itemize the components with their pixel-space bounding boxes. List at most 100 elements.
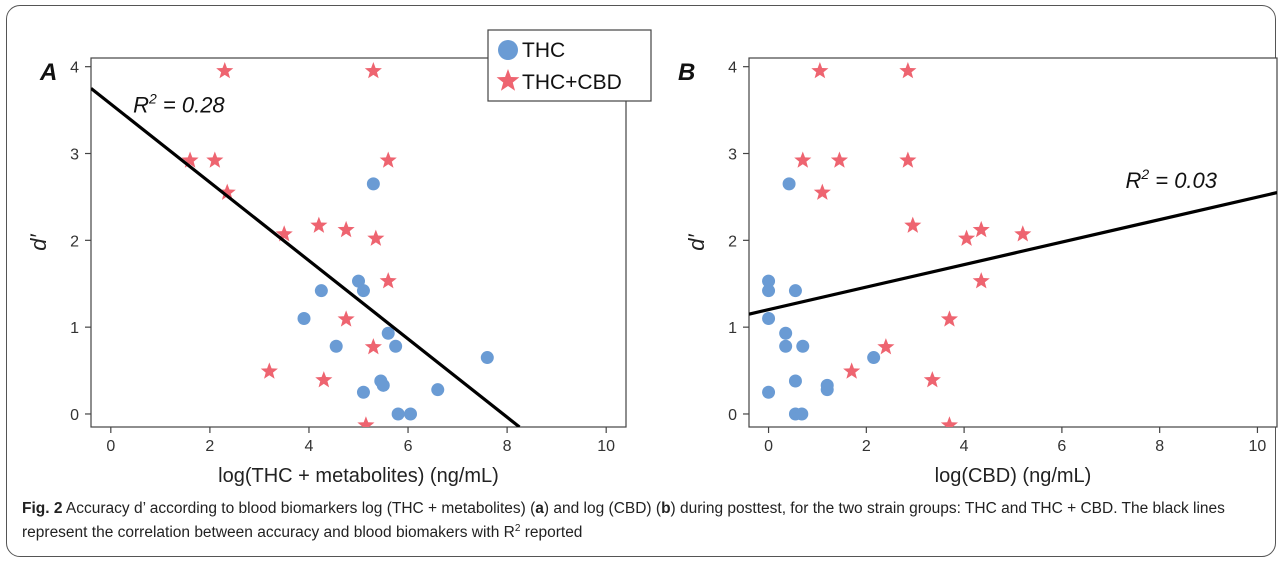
point-thc-cbd bbox=[830, 151, 848, 168]
point-thc-cbd bbox=[310, 216, 328, 233]
y-tick-label: 2 bbox=[728, 233, 737, 250]
r-squared-sup: 2 bbox=[1140, 166, 1149, 182]
caption-bold-b: b bbox=[661, 500, 671, 517]
point-thc-cbd bbox=[315, 371, 333, 388]
legend-thc-cbd-label: THC+CBD bbox=[522, 71, 622, 94]
y-tick-label: 4 bbox=[728, 60, 737, 77]
point-thc bbox=[391, 407, 405, 421]
legend: THC THC+CBD bbox=[487, 29, 652, 102]
plot-area bbox=[748, 57, 1278, 428]
r-squared-sup: 2 bbox=[148, 91, 157, 107]
y-tick-label: 4 bbox=[70, 60, 79, 77]
legend-box bbox=[487, 29, 652, 102]
r-squared-label: R2 = 0.28 bbox=[133, 91, 225, 118]
point-thc bbox=[381, 326, 395, 340]
x-tick-label: 6 bbox=[404, 438, 413, 455]
point-thc bbox=[779, 326, 793, 340]
caption-fig-label: Fig. 2 bbox=[22, 500, 63, 517]
point-thc bbox=[788, 284, 802, 298]
y-tick-label: 3 bbox=[728, 147, 737, 164]
x-tick-label: 8 bbox=[503, 438, 512, 455]
point-thc-cbd bbox=[379, 272, 397, 289]
point-thc-cbd bbox=[364, 338, 382, 355]
x-tick-label: 2 bbox=[205, 438, 214, 455]
x-tick-label: 8 bbox=[1155, 438, 1164, 455]
y-tick-label: 0 bbox=[728, 407, 737, 424]
figure-charts: A 0 2 4 6 8 10 0 1 2 3 4 log(THC + metabolites) (ng/… bbox=[26, 29, 1278, 487]
x-tick-label: 10 bbox=[1249, 438, 1267, 455]
point-thc bbox=[297, 311, 311, 325]
point-thc bbox=[431, 383, 445, 397]
point-thc-cbd bbox=[940, 310, 958, 327]
point-thc bbox=[867, 351, 881, 365]
point-thc bbox=[366, 177, 380, 191]
r-squared-prefix: R bbox=[133, 93, 149, 118]
panel-letter: A bbox=[39, 59, 57, 86]
point-thc bbox=[404, 407, 418, 421]
point-thc bbox=[389, 339, 403, 353]
caption-text-4: reported bbox=[520, 524, 583, 542]
point-thc-cbd bbox=[260, 362, 278, 379]
point-thc-cbd bbox=[216, 62, 234, 79]
point-thc bbox=[314, 284, 328, 298]
legend-thc-cbd-marker bbox=[496, 69, 520, 91]
panel-letter: B bbox=[678, 59, 695, 86]
point-thc-cbd bbox=[899, 151, 917, 168]
point-thc-cbd bbox=[899, 62, 917, 79]
panel-a: A 0 2 4 6 8 10 0 1 2 3 4 log(THC + metabolites) (ng/… bbox=[26, 57, 627, 487]
y-axis-label: d′ bbox=[684, 233, 709, 250]
caption-text-3: ) during posttest, for the two strain gr… bbox=[22, 500, 1225, 542]
y-tick-label: 1 bbox=[728, 320, 737, 337]
caption-text-2: ) and log (CBD) ( bbox=[543, 500, 662, 517]
x-axis-label: log(CBD) (ng/mL) bbox=[935, 465, 1092, 487]
figure-caption: Fig. 2 Accuracy d’ according to blood bi… bbox=[22, 499, 1267, 543]
point-thc-cbd bbox=[218, 183, 236, 200]
point-thc-cbd bbox=[940, 416, 958, 427]
point-thc bbox=[762, 385, 776, 399]
x-tick-label: 2 bbox=[862, 438, 871, 455]
point-thc bbox=[329, 339, 343, 353]
x-tick-label: 4 bbox=[960, 438, 969, 455]
x-tick-label: 6 bbox=[1057, 438, 1066, 455]
r-squared-value: = 0.03 bbox=[1149, 168, 1218, 193]
point-thc bbox=[480, 351, 494, 365]
point-thc-cbd bbox=[877, 338, 895, 355]
point-thc-cbd bbox=[811, 62, 829, 79]
legend-thc-label: THC bbox=[522, 39, 565, 62]
point-thc-cbd bbox=[972, 220, 990, 238]
r-squared-prefix: R bbox=[1125, 168, 1141, 193]
regression-line bbox=[91, 87, 521, 427]
point-thc bbox=[762, 284, 776, 298]
point-thc bbox=[762, 274, 776, 288]
x-tick-label: 0 bbox=[764, 438, 773, 455]
point-thc-cbd bbox=[337, 310, 355, 327]
point-thc-cbd bbox=[904, 216, 922, 233]
point-thc-cbd bbox=[923, 371, 941, 388]
caption-sup: 2 bbox=[514, 523, 521, 534]
point-thc bbox=[376, 378, 390, 392]
point-thc bbox=[820, 383, 834, 397]
point-thc-cbd bbox=[794, 151, 812, 168]
y-axis-label: d′ bbox=[26, 233, 51, 250]
x-tick-label: 0 bbox=[106, 438, 115, 455]
r-squared-value: = 0.28 bbox=[157, 93, 226, 118]
point-thc-cbd bbox=[206, 151, 224, 168]
plot-marks bbox=[749, 62, 1277, 427]
point-thc bbox=[356, 284, 370, 298]
caption-text-1: Accuracy d’ according to blood biomarker… bbox=[62, 500, 536, 517]
point-thc bbox=[356, 385, 370, 399]
plot-marks bbox=[91, 62, 521, 427]
point-thc-cbd bbox=[364, 62, 382, 79]
caption-bold-a: a bbox=[535, 500, 544, 517]
point-thc-cbd bbox=[958, 229, 976, 246]
point-thc-cbd bbox=[367, 229, 385, 246]
y-tick-label: 3 bbox=[70, 147, 79, 164]
point-thc-cbd bbox=[1014, 225, 1032, 242]
point-thc-cbd bbox=[357, 416, 375, 427]
point-thc-cbd bbox=[337, 220, 355, 238]
x-axis-label: log(THC + metabolites) (ng/mL) bbox=[218, 465, 499, 487]
r-squared-label: R2 = 0.03 bbox=[1125, 166, 1217, 193]
x-tick-label: 4 bbox=[305, 438, 314, 455]
point-thc-cbd bbox=[972, 272, 990, 289]
